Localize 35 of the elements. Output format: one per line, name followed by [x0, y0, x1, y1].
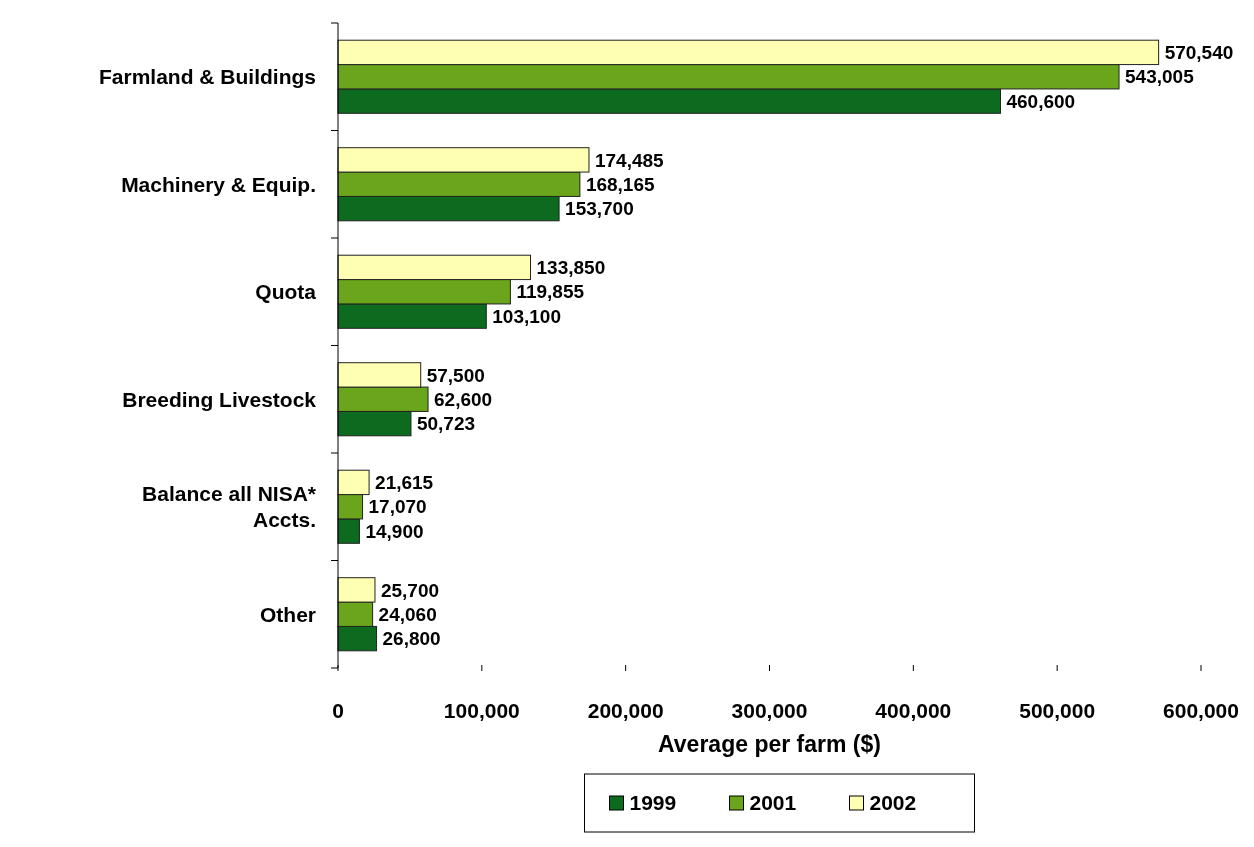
y-tick-label: Quota [255, 280, 317, 304]
data-label: 133,850 [536, 257, 606, 279]
data-label: 62,600 [434, 388, 493, 410]
y-tick-label: Other [259, 602, 316, 626]
y-tick-label: Breeding Livestock [122, 387, 317, 411]
legend-label: 2002 [869, 791, 917, 815]
data-label: 153,700 [565, 198, 634, 220]
y-tick-label: Balance all NISA* Accts. [142, 482, 317, 532]
y-tick-label: Machinery & Equip. [121, 172, 316, 196]
data-label: 570,540 [1164, 42, 1234, 64]
data-label: 174,485 [594, 149, 665, 171]
data-label: 168,165 [585, 173, 655, 195]
data-label: 103,100 [492, 305, 561, 327]
data-label: 24,060 [378, 603, 437, 625]
data-label: 57,500 [426, 364, 485, 386]
legend-label: 1999 [629, 791, 677, 815]
data-label: 119,855 [516, 281, 585, 303]
x-tick-label: 400,000 [875, 699, 952, 722]
x-axis-title: Average per farm ($) [658, 731, 881, 757]
x-tick-label: 200,000 [587, 699, 664, 722]
data-label: 26,800 [382, 628, 441, 650]
data-label: 25,700 [380, 579, 440, 601]
x-tick-label: 600,000 [1163, 699, 1239, 722]
x-tick-label: 500,000 [1019, 699, 1096, 722]
x-tick-label: 0 [332, 699, 344, 722]
data-label: 14,900 [365, 520, 424, 542]
legend-label: 2001 [749, 791, 797, 815]
data-label: 50,723 [416, 413, 476, 435]
data-label: 460,600 [1006, 90, 1076, 112]
data-label: 543,005 [1125, 66, 1195, 88]
data-label: 21,615 [375, 472, 434, 494]
y-tick-label: Farmland & Buildings [98, 65, 316, 89]
data-label: 17,070 [368, 496, 427, 518]
x-tick-label: 100,000 [443, 699, 520, 722]
x-tick-label: 300,000 [731, 699, 808, 722]
